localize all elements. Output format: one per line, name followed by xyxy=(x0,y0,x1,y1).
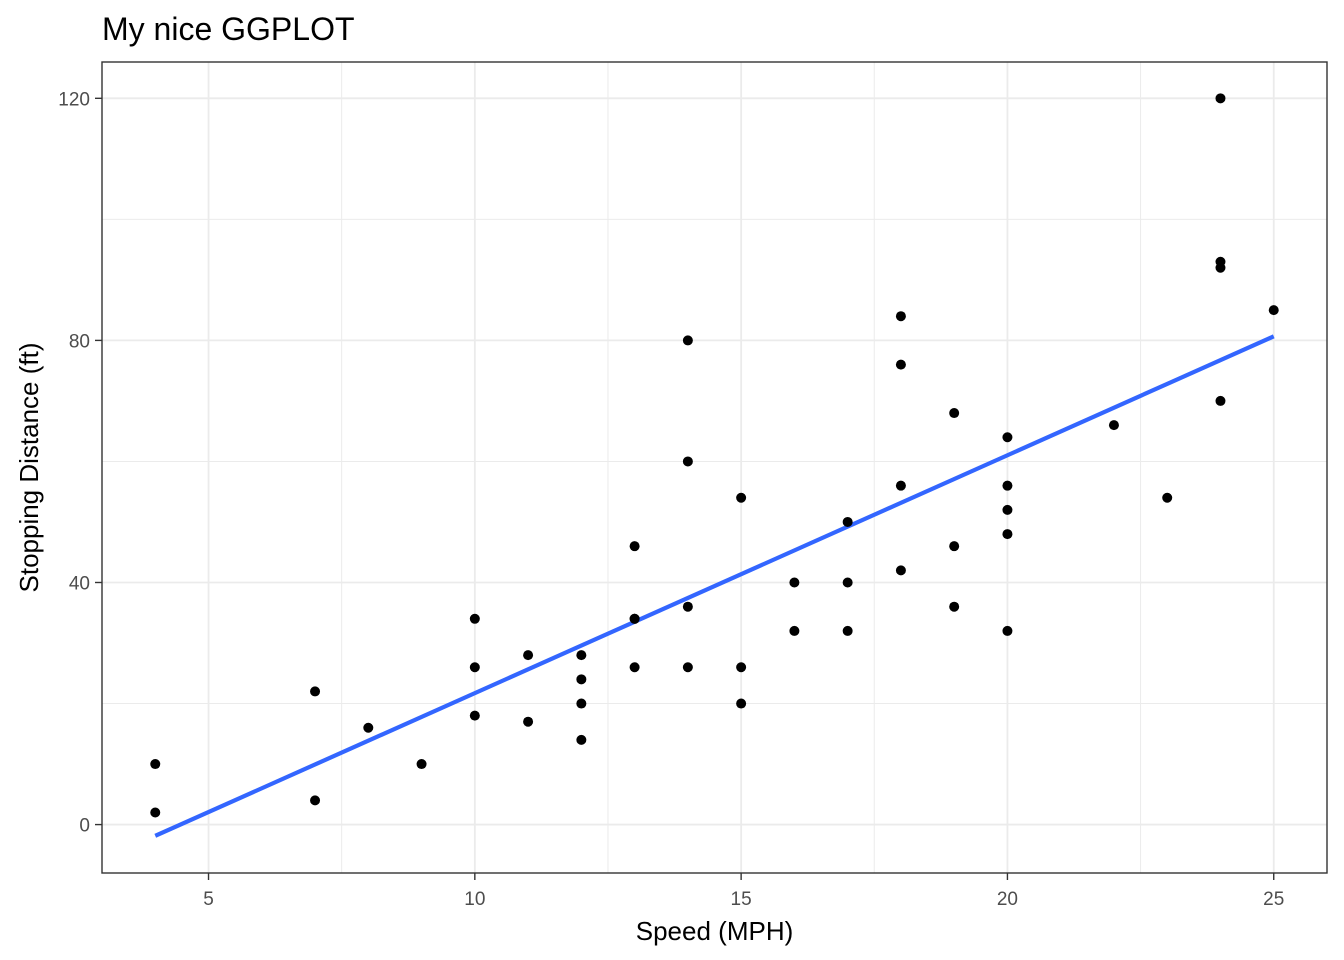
data-point xyxy=(523,716,534,727)
data-point xyxy=(789,577,800,588)
data-point xyxy=(629,541,640,552)
data-point xyxy=(150,759,161,770)
data-point xyxy=(576,698,587,709)
data-point xyxy=(1215,256,1226,267)
data-point xyxy=(682,601,693,612)
y-axis-label: Stopping Distance (ft) xyxy=(14,342,44,592)
data-point xyxy=(469,710,480,721)
plot-panel-border xyxy=(101,61,1328,874)
x-tick-label: 20 xyxy=(997,889,1018,910)
data-point xyxy=(1162,492,1173,503)
data-point xyxy=(469,662,480,673)
data-point xyxy=(310,686,321,697)
data-point xyxy=(949,601,960,612)
data-point xyxy=(682,335,693,346)
y-tick-label: 40 xyxy=(69,573,90,594)
data-point xyxy=(842,625,853,636)
data-point xyxy=(842,577,853,588)
data-point xyxy=(895,311,906,322)
data-point xyxy=(576,734,587,745)
data-point xyxy=(363,722,374,733)
data-point xyxy=(576,650,587,661)
data-point xyxy=(150,807,161,818)
data-point xyxy=(682,662,693,673)
data-point xyxy=(736,492,747,503)
data-point xyxy=(1268,305,1279,316)
x-tick-label: 15 xyxy=(731,889,752,910)
data-point xyxy=(1002,480,1013,491)
data-point xyxy=(416,759,427,770)
data-point xyxy=(682,456,693,467)
x-tick-label: 10 xyxy=(464,889,485,910)
data-point xyxy=(895,359,906,370)
data-point xyxy=(1002,432,1013,443)
data-point xyxy=(949,408,960,419)
data-point xyxy=(629,662,640,673)
regression-line xyxy=(154,334,1275,838)
data-point xyxy=(1215,93,1226,104)
data-point xyxy=(1108,420,1119,431)
y-axis-ticks: 0 40 80 120 xyxy=(58,89,102,837)
data-point xyxy=(895,480,906,491)
x-axis-label: Speed (MPH) xyxy=(636,916,794,946)
data-point xyxy=(1002,504,1013,515)
y-tick-label: 0 xyxy=(79,816,90,837)
y-tick-label: 120 xyxy=(58,89,90,110)
trend-line-layer xyxy=(154,334,1275,838)
data-points xyxy=(150,93,1279,818)
x-axis-ticks: 5 10 15 20 25 xyxy=(203,873,1284,910)
data-point xyxy=(629,613,640,624)
data-point xyxy=(1002,625,1013,636)
y-tick-label: 80 xyxy=(69,331,90,352)
x-tick-label: 5 xyxy=(203,889,214,910)
data-point xyxy=(949,541,960,552)
data-point xyxy=(469,613,480,624)
data-point xyxy=(576,674,587,685)
data-point xyxy=(789,625,800,636)
data-point xyxy=(1215,395,1226,406)
x-tick-label: 25 xyxy=(1263,889,1284,910)
data-point xyxy=(736,662,747,673)
minor-gridlines xyxy=(102,62,1327,873)
data-point xyxy=(895,565,906,576)
data-point xyxy=(523,650,534,661)
data-point xyxy=(1002,529,1013,540)
chart-title: My nice GGPLOT xyxy=(102,11,355,47)
data-point xyxy=(736,698,747,709)
major-gridlines xyxy=(102,62,1327,873)
data-point xyxy=(842,516,853,527)
data-point xyxy=(310,795,321,806)
